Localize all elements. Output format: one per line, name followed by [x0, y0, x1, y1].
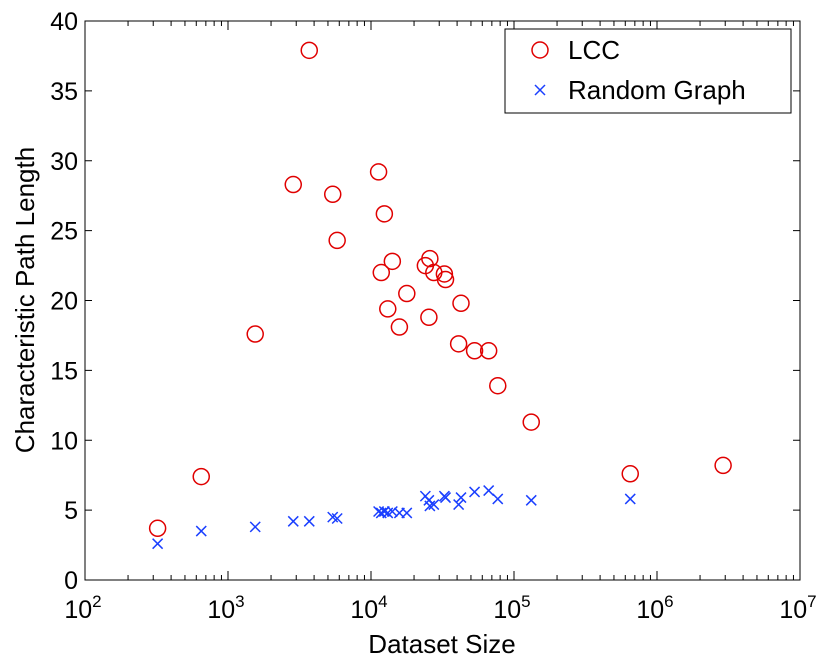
point-random-graph — [483, 485, 495, 497]
y-tick-label: 5 — [64, 497, 78, 525]
x-tick-exponent: 2 — [92, 592, 101, 611]
x-tick-label: 102 — [64, 592, 101, 624]
point-lcc — [369, 163, 388, 181]
y-tick-label: 0 — [64, 567, 78, 595]
point-lcc — [390, 318, 409, 336]
y-tick-label: 20 — [50, 288, 78, 316]
x-tick-label: 107 — [779, 592, 816, 624]
point-lcc — [436, 270, 455, 289]
point-lcc — [328, 231, 346, 250]
legend-box — [504, 28, 792, 114]
plot-area — [84, 20, 801, 581]
series-random-graph — [152, 485, 636, 550]
x-tick-label: 106 — [636, 592, 673, 624]
point-lcc — [284, 175, 303, 194]
point-lcc — [192, 467, 210, 486]
x-tick-exponent: 3 — [235, 592, 244, 611]
series-lcc — [148, 41, 732, 538]
point-lcc — [489, 376, 507, 395]
point-random-graph — [195, 525, 207, 537]
x-tick-exponent: 6 — [664, 592, 673, 611]
point-lcc — [148, 519, 167, 538]
legend-marker-random-graph — [534, 84, 546, 96]
legend-marker-lcc — [531, 41, 549, 59]
point-random-graph — [455, 492, 467, 504]
x-tick-base: 10 — [779, 596, 807, 624]
point-lcc — [621, 465, 639, 483]
point-random-graph — [378, 505, 390, 518]
y-tick-label: 25 — [50, 218, 78, 246]
point-lcc — [465, 342, 484, 360]
y-tick-label: 30 — [50, 148, 78, 176]
y-tick-label: 40 — [50, 8, 78, 36]
point-lcc — [435, 265, 454, 283]
y-tick-label: 15 — [50, 357, 78, 385]
point-lcc — [479, 342, 498, 360]
x-tick-exponent: 4 — [378, 592, 387, 611]
x-tick-base: 10 — [493, 596, 521, 624]
point-random-graph — [439, 492, 452, 504]
point-lcc — [452, 294, 470, 313]
point-lcc — [375, 205, 394, 223]
point-random-graph — [424, 500, 436, 512]
point-lcc — [449, 335, 468, 353]
x-tick-base: 10 — [207, 596, 235, 624]
point-lcc — [300, 41, 319, 60]
point-lcc — [522, 413, 540, 431]
point-random-graph — [428, 499, 440, 511]
point-random-graph — [152, 538, 164, 550]
y-tick-label: 35 — [50, 78, 78, 106]
x-tick-exponent: 7 — [807, 592, 816, 611]
point-lcc — [372, 263, 391, 282]
legend-label-random-graph: Random Graph — [568, 75, 746, 105]
x-tick-label: 104 — [350, 592, 387, 624]
point-random-graph — [492, 493, 504, 505]
x-tick-label: 103 — [207, 592, 244, 624]
x-tick-exponent: 5 — [521, 592, 530, 611]
legend: LCC Random Graph — [504, 28, 792, 114]
point-lcc — [714, 456, 732, 475]
point-random-graph — [303, 515, 315, 527]
x-tick-base: 10 — [64, 596, 92, 624]
point-lcc — [323, 185, 342, 204]
x-tick-label: 105 — [493, 592, 530, 624]
x-axis: 102 103 104 105 106 107 — [64, 21, 817, 624]
point-random-graph — [525, 494, 537, 506]
point-random-graph — [249, 521, 261, 533]
x-tick-base: 10 — [636, 596, 664, 624]
point-lcc — [420, 308, 438, 327]
point-random-graph — [331, 512, 343, 525]
point-lcc — [398, 284, 416, 303]
y-tick-label: 10 — [50, 427, 78, 455]
point-random-graph — [401, 507, 413, 519]
point-random-graph — [624, 493, 636, 505]
legend-label-lcc: LCC — [568, 35, 620, 65]
x-tick-base: 10 — [350, 596, 378, 624]
point-random-graph — [453, 499, 465, 511]
x-axis-label: Dataset Size — [368, 629, 515, 659]
point-random-graph — [469, 486, 481, 498]
point-lcc — [246, 325, 264, 343]
point-lcc — [383, 252, 402, 271]
point-lcc — [379, 300, 397, 318]
point-lcc — [421, 249, 439, 268]
y-axis: 0 5 10 15 20 25 30 35 40 — [50, 8, 800, 595]
data-layer — [148, 41, 732, 550]
y-axis-label: Characteristic Path Length — [10, 147, 40, 453]
point-random-graph — [287, 515, 299, 527]
